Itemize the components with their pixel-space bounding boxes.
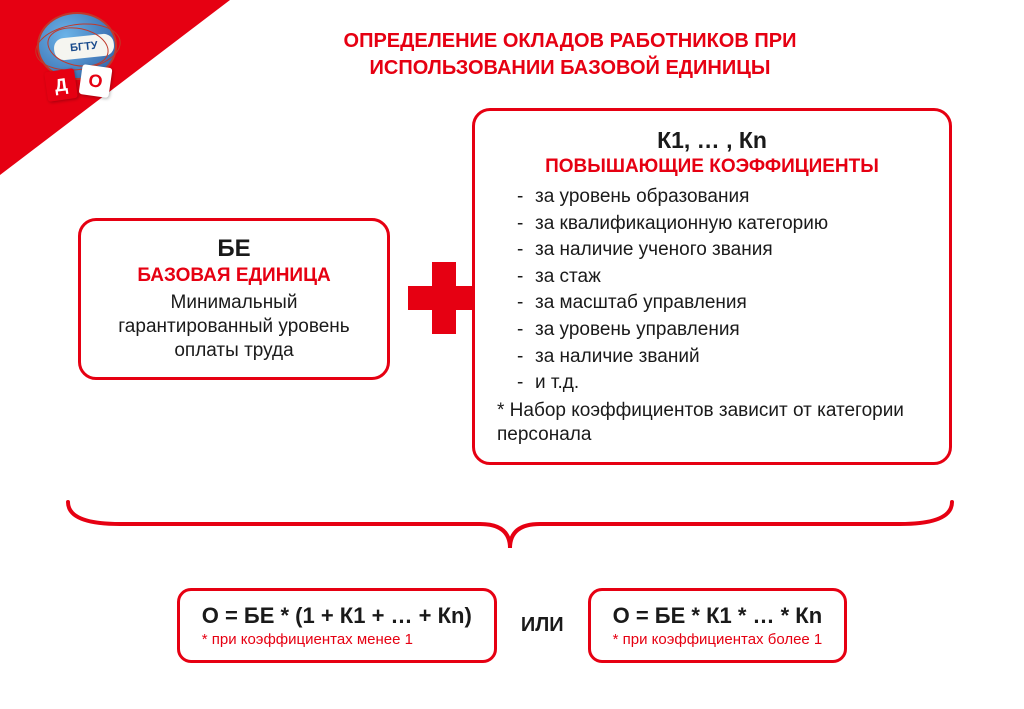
formula-left-main: О = БЕ * (1 + К1 + … + Кn) <box>202 603 472 629</box>
formula-right-main: О = БЕ * К1 * … * Кn <box>613 603 823 629</box>
logo-band-text: БГТУ <box>53 33 115 61</box>
logo-cube-d: Д <box>44 68 78 102</box>
be-description: Минимальный гарантированный уровень опла… <box>101 291 367 362</box>
k-box: К1, … , Кn ПОВЫШАЮЩИЕ КОЭФФИЦИЕНТЫ за ур… <box>472 108 952 465</box>
title-line-2: ИСПОЛЬЗОВАНИИ БАЗОВОЙ ЕДИНИЦЫ <box>280 55 860 82</box>
k-list-item: и т.д. <box>517 370 927 397</box>
title-line-1: ОПРЕДЕЛЕНИЕ ОКЛАДОВ РАБОТНИКОВ ПРИ <box>280 28 860 55</box>
formula-row: О = БЕ * (1 + К1 + … + Кn) * при коэффиц… <box>0 588 1024 663</box>
plus-icon <box>408 262 480 334</box>
logo-cube-o: О <box>79 64 113 98</box>
k-list-item: за квалификационную категорию <box>517 211 927 238</box>
logo: БГТУ Д О <box>32 12 122 112</box>
k-list-item: за наличие званий <box>517 344 927 371</box>
formula-left-box: О = БЕ * (1 + К1 + … + Кn) * при коэффиц… <box>177 588 497 663</box>
formula-right-note: * при коэффициентах более 1 <box>613 631 823 648</box>
k-list-item: за уровень управления <box>517 317 927 344</box>
page-title: ОПРЕДЕЛЕНИЕ ОКЛАДОВ РАБОТНИКОВ ПРИ ИСПОЛ… <box>280 28 860 82</box>
be-abbr: БЕ <box>101 235 367 263</box>
k-list-item: за стаж <box>517 264 927 291</box>
k-list-item: за уровень образования <box>517 184 927 211</box>
formula-left-note: * при коэффициентах менее 1 <box>202 631 472 648</box>
brace-icon <box>60 498 960 554</box>
k-list-item: за наличие ученого звания <box>517 237 927 264</box>
k-note: * Набор коэффициентов зависит от категор… <box>497 399 927 448</box>
be-box: БЕ БАЗОВАЯ ЕДИНИЦА Минимальный гарантиро… <box>78 218 390 380</box>
k-list: за уровень образования за квалификационн… <box>497 184 927 397</box>
k-title: ПОВЫШАЮЩИЕ КОЭФФИЦИЕНТЫ <box>497 156 927 178</box>
k-abbr: К1, … , Кn <box>497 127 927 154</box>
k-list-item: за масштаб управления <box>517 290 927 317</box>
logo-cubes: Д О <box>46 70 110 100</box>
or-label: ИЛИ <box>521 614 564 637</box>
be-title: БАЗОВАЯ ЕДИНИЦА <box>101 265 367 287</box>
formula-right-box: О = БЕ * К1 * … * Кn * при коэффициентах… <box>588 588 848 663</box>
